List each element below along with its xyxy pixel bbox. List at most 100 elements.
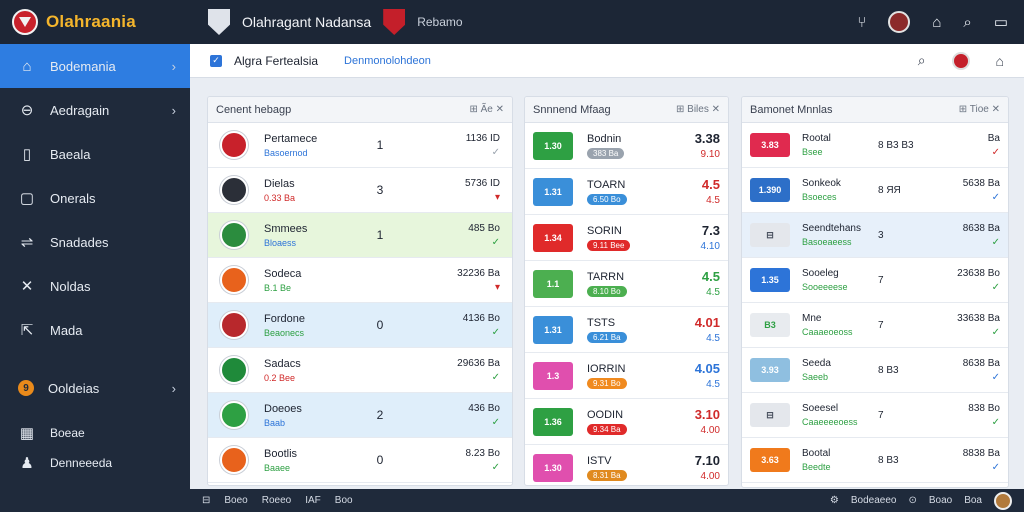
user-avatar[interactable] <box>994 491 1012 510</box>
match-row[interactable]: Pertamece Basoernod 1 1136 ID ✓ <box>208 123 512 168</box>
odd-primary[interactable]: 4.01 <box>694 315 720 330</box>
bet-row[interactable]: ⊟ Soeesel Caaeeeeoess 7 838 Bo ✓ <box>742 393 1008 438</box>
odd-primary[interactable]: 3.10 <box>694 407 720 422</box>
odds-row[interactable]: 1.36 OODIN 9.34 Ba 3.10 4.00 <box>525 399 728 445</box>
odd-primary[interactable]: 4.5 <box>701 177 720 192</box>
check-icon[interactable]: ✓ <box>991 461 1000 473</box>
brand[interactable]: Olahraania <box>0 0 190 44</box>
sidebar-item[interactable]: 9 Ooldeias › <box>0 366 190 410</box>
caret-down-icon[interactable]: ▾ <box>494 191 500 203</box>
share-icon[interactable]: ⑂ <box>857 13 867 31</box>
odd-secondary[interactable]: 4.5 <box>706 379 720 390</box>
chevron-right-icon[interactable]: › <box>171 58 176 74</box>
footer-status: Boa <box>964 495 982 506</box>
odd-primary[interactable]: 7.10 <box>694 453 720 468</box>
odd-secondary[interactable]: 9.10 <box>700 149 720 160</box>
bet-row[interactable]: 3.63 Bootal Beedte 8 B3 8838 Ba ✓ <box>742 438 1008 483</box>
select-all-checkbox[interactable]: ✓ <box>210 54 222 67</box>
caret-down-icon[interactable]: ▾ <box>494 281 500 293</box>
bet-name: Seeda <box>802 358 831 369</box>
team-avatar[interactable] <box>888 11 911 33</box>
odds-row[interactable]: 1.31 TOARN 6.50 Bo 4.5 4.5 <box>525 169 728 215</box>
footer-link[interactable]: Boeo <box>224 495 248 506</box>
bet-row[interactable]: ⊟ Seendtehans Basoeaeess 3 8638 Ba ✓ <box>742 213 1008 258</box>
check-icon[interactable]: ✓ <box>491 371 500 383</box>
match-row[interactable]: Smmees Bloaess 1 485 Bo ✓ <box>208 213 512 258</box>
footer-grid-icon[interactable]: ⊟ <box>202 495 211 506</box>
search-icon[interactable]: ⌕ <box>963 13 972 31</box>
odds-panel: Snnnend Mfaag ⊞ Biles ✕ 1.30 Bodnin 383 Ba… <box>524 96 729 486</box>
odd-primary[interactable]: 3.38 <box>694 131 720 146</box>
sidebar-item[interactable]: ♟ Denneeeda <box>0 448 190 478</box>
check-icon[interactable]: ✓ <box>491 146 500 158</box>
odd-secondary[interactable]: 4.00 <box>700 471 720 482</box>
sidebar-item[interactable]: ▦ Boeae <box>0 418 190 448</box>
bet-row[interactable]: 3.83 Rootal Bsee 8 B3 B3 Ba ✓ <box>742 123 1008 168</box>
odds-info: IORRIN 9.31 Bo <box>587 363 627 389</box>
check-icon[interactable]: ✓ <box>991 371 1000 383</box>
check-icon[interactable]: ✓ <box>991 236 1000 248</box>
chevron-right-icon[interactable]: › <box>171 102 176 118</box>
check-icon[interactable]: ✓ <box>491 236 500 248</box>
check-icon[interactable]: ✓ <box>991 191 1000 203</box>
check-icon[interactable]: ✓ <box>991 281 1000 293</box>
club-badge-icon[interactable] <box>951 51 970 70</box>
sidebar-item[interactable]: ⌂ Bodemania › <box>0 44 190 88</box>
odd-primary[interactable]: 4.05 <box>694 361 720 376</box>
odds-values: 7.10 4.00 <box>695 453 720 482</box>
odds-row[interactable]: 1.30 ISTV 8.31 Ba 7.10 4.00 <box>525 445 728 485</box>
odd-secondary[interactable]: 4.5 <box>706 333 720 344</box>
check-icon[interactable]: ✓ <box>991 146 1000 158</box>
match-row[interactable]: Sodeca B.1 Be 32236 Ba ▾ <box>208 258 512 303</box>
bet-row[interactable]: 1.35 Sooeleg Sooeeeese 7 23638 Bo ✓ <box>742 258 1008 303</box>
panel-tools[interactable]: ⊞ Ãe ✕ <box>469 104 504 115</box>
home-tool-icon[interactable]: ⌂ <box>995 52 1004 69</box>
sidebar-item[interactable]: ▢ Onerals <box>0 176 190 220</box>
sidebar-item[interactable]: ✕ Noldas <box>0 264 190 308</box>
odd-secondary[interactable]: 4.5 <box>706 195 720 206</box>
footer-link[interactable]: IAF <box>305 495 321 506</box>
odd-secondary[interactable]: 4.10 <box>700 241 720 252</box>
check-icon[interactable]: ✓ <box>491 461 500 473</box>
odds-row[interactable]: 1.1 TARRN 8.10 Bo 4.5 4.5 <box>525 261 728 307</box>
bet-odds: 8838 Ba ✓ <box>963 448 1000 473</box>
footer-settings-icon[interactable]: ⚙ <box>829 495 839 506</box>
odd-primary[interactable]: 4.5 <box>701 269 720 284</box>
bet-row[interactable]: B3 Mne Caaaeoeoss 7 33638 Ba ✓ <box>742 303 1008 348</box>
panel-tools[interactable]: ⊞ Biles ✕ <box>676 104 720 115</box>
odds-row[interactable]: 1.34 SORIN 9.11 Bee 7.3 4.10 <box>525 215 728 261</box>
footer-device-icon[interactable]: ⊙ <box>908 495 917 506</box>
odd-secondary[interactable]: 4.00 <box>700 425 720 436</box>
chevron-right-icon[interactable]: › <box>171 380 176 396</box>
stadium-icon[interactable]: ⌂ <box>932 13 942 31</box>
sidebar-item[interactable]: ⊖ Aedragain › <box>0 88 190 132</box>
match-row[interactable]: Bootlis Baaee 0 8.23 Bo ✓ <box>208 438 512 483</box>
footer-link[interactable]: Boo <box>334 495 353 506</box>
match-row[interactable]: Dielas 0.33 Ba 3 5736 ID ▾ <box>208 168 512 213</box>
toolbar-search-icon[interactable]: ⌕ <box>917 52 926 68</box>
footer-link[interactable]: Roeeo <box>261 495 292 506</box>
panel-tools[interactable]: ⊞ Tioe ✕ <box>958 104 1000 115</box>
sidebar-item[interactable]: ⇱ Mada <box>0 308 190 352</box>
odds-row[interactable]: 1.30 Bodnin 383 Ba 3.38 9.10 <box>525 123 728 169</box>
odds-row[interactable]: 1.3 IORRIN 9.31 Bo 4.05 4.5 <box>525 353 728 399</box>
check-icon[interactable]: ✓ <box>991 416 1000 428</box>
toolbar-link[interactable]: Denmonolohdeon <box>344 54 431 67</box>
team-logo-icon <box>220 311 248 339</box>
sidebar-item[interactable]: ⇌ Snadades <box>0 220 190 264</box>
check-icon[interactable]: ✓ <box>991 326 1000 338</box>
sidebar-item[interactable]: ▯ Baeala <box>0 132 190 176</box>
odd-secondary[interactable]: 4.5 <box>706 287 720 298</box>
footer-status: Boao <box>928 495 953 506</box>
team-logo-icon <box>220 401 248 429</box>
check-icon[interactable]: ✓ <box>491 416 500 428</box>
match-row[interactable]: Sadacs 0.2 Bee 29636 Ba ✓ <box>208 348 512 393</box>
match-row[interactable]: Fordone Beaonecs 0 4136 Bo ✓ <box>208 303 512 348</box>
bet-row[interactable]: 3.93 Seeda Saeeb 8 B3 8638 Ba ✓ <box>742 348 1008 393</box>
odd-primary[interactable]: 7.3 <box>701 223 720 238</box>
monitor-icon[interactable]: ▭ <box>993 14 1008 31</box>
match-row[interactable]: Doeoes Baab 2 436 Bo ✓ <box>208 393 512 438</box>
check-icon[interactable]: ✓ <box>491 326 500 338</box>
odds-row[interactable]: 1.31 TSTS 6.21 Ba 4.01 4.5 <box>525 307 728 353</box>
bet-row[interactable]: 1.390 Sonkeok Bsoeces 8 ЯЯ 5638 Ba ✓ <box>742 168 1008 213</box>
